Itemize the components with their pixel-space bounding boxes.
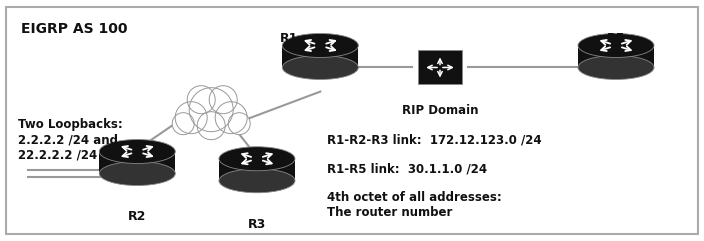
FancyBboxPatch shape [219,159,295,181]
Text: EIGRP AS 100: EIGRP AS 100 [21,22,127,36]
Text: R1-R5 link:  30.1.1.0 /24: R1-R5 link: 30.1.1.0 /24 [327,162,487,175]
Text: RIP Domain: RIP Domain [402,104,478,117]
Ellipse shape [99,161,175,186]
Text: R1: R1 [279,32,298,45]
Ellipse shape [282,33,358,58]
FancyBboxPatch shape [418,50,462,85]
Circle shape [209,86,237,114]
FancyBboxPatch shape [578,46,654,67]
FancyBboxPatch shape [282,46,358,67]
Ellipse shape [99,140,175,164]
Circle shape [215,102,247,134]
Text: R2: R2 [128,210,146,223]
Circle shape [228,113,250,135]
Circle shape [172,113,194,135]
Text: 4th octet of all addresses:
The router number: 4th octet of all addresses: The router n… [327,191,502,219]
Ellipse shape [282,55,358,80]
Ellipse shape [219,147,295,171]
Text: R1-R2-R3 link:  172.12.123.0 /24: R1-R2-R3 link: 172.12.123.0 /24 [327,133,542,146]
Ellipse shape [219,169,295,193]
Ellipse shape [578,33,654,58]
Circle shape [197,112,225,140]
Circle shape [187,86,215,114]
Text: R3: R3 [248,218,266,231]
Circle shape [175,102,207,134]
Text: R5: R5 [607,32,625,45]
Circle shape [189,88,233,132]
Ellipse shape [578,55,654,80]
Text: Two Loopbacks:
2.2.2.2 /24 and
22.2.2.2 /24: Two Loopbacks: 2.2.2.2 /24 and 22.2.2.2 … [18,118,122,161]
FancyBboxPatch shape [6,7,698,234]
FancyBboxPatch shape [99,152,175,174]
